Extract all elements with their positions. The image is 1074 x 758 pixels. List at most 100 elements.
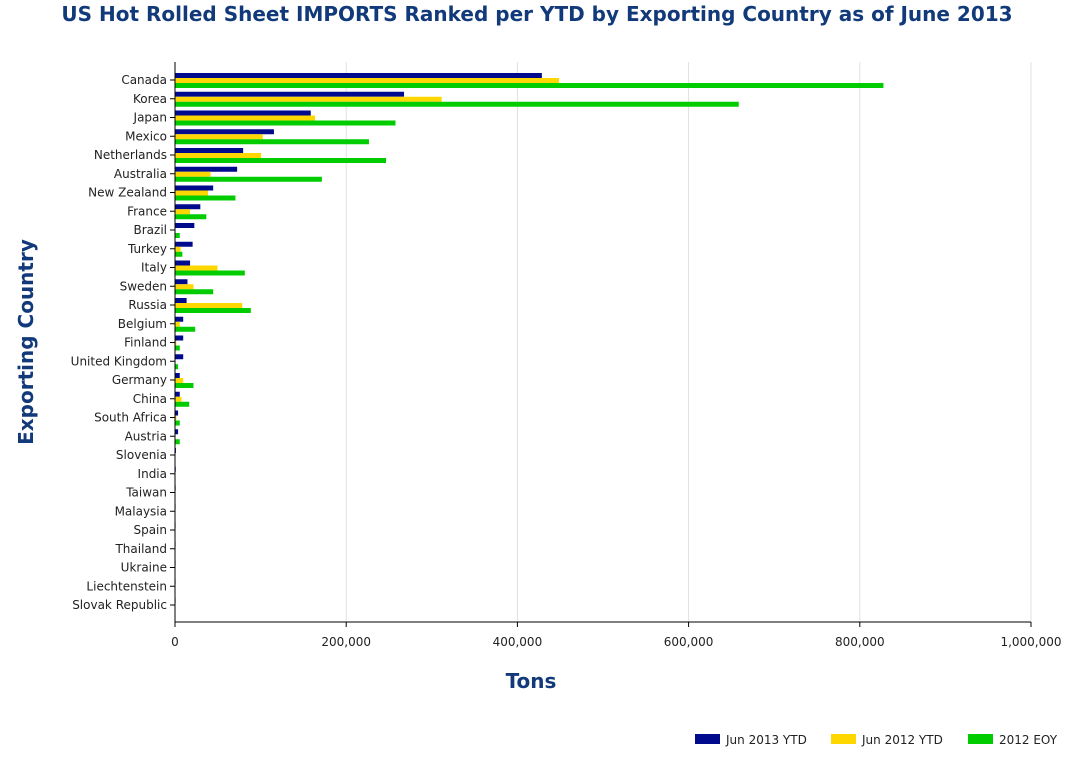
bar [175, 148, 244, 153]
bar [175, 284, 194, 290]
chart-title: US Hot Rolled Sheet IMPORTS Ranked per Y… [61, 2, 1013, 26]
bar [175, 223, 195, 228]
y-tick-label: Slovenia [116, 448, 167, 462]
bar [175, 214, 207, 220]
legend-swatch [968, 734, 993, 744]
y-tick-label: Netherlands [94, 148, 167, 162]
bar [175, 420, 180, 426]
bar [175, 153, 262, 158]
x-axis-title: Tons [506, 669, 557, 693]
y-tick-label: Italy [141, 261, 167, 275]
bar [175, 83, 884, 88]
y-tick-label: United Kingdom [71, 354, 167, 368]
bar [175, 190, 209, 196]
bar [175, 139, 369, 145]
y-axis-title: Exporting Country [14, 239, 38, 445]
bar [175, 270, 245, 276]
y-tick-label: New Zealand [88, 186, 167, 200]
y-tick-label: Ukraine [121, 561, 167, 575]
bar [175, 439, 180, 445]
legend-swatch [695, 734, 720, 744]
bar [175, 101, 739, 107]
bar [175, 383, 194, 388]
y-tick-label: Mexico [125, 129, 167, 143]
bar [175, 335, 184, 341]
bar [175, 401, 190, 407]
bar [175, 429, 179, 435]
bar [175, 391, 180, 397]
bar [175, 204, 201, 210]
y-tick-label: Slovak Republic [72, 598, 167, 612]
y-tick-label: Liechtenstein [86, 579, 167, 593]
y-tick-label: Finland [124, 336, 167, 350]
bar [175, 289, 214, 295]
bar [175, 251, 183, 257]
bar [175, 260, 191, 266]
y-tick-label: Germany [112, 373, 167, 387]
bar [175, 166, 238, 172]
y-tick-label: Taiwan [125, 486, 167, 500]
bar [175, 340, 177, 346]
bar [175, 120, 396, 126]
legend-label: Jun 2012 YTD [861, 733, 943, 747]
bar [175, 326, 196, 332]
y-tick-label: Japan [133, 111, 167, 125]
y-tick-label: Korea [133, 92, 167, 106]
bar [175, 233, 180, 238]
y-tick-label: Thailand [114, 542, 167, 556]
bar [175, 176, 322, 182]
x-tick-label: 400,000 [493, 635, 543, 649]
bar [175, 298, 187, 303]
y-tick-label: South Africa [94, 411, 167, 425]
bar [175, 115, 316, 121]
bar [175, 134, 263, 140]
bar [175, 303, 243, 308]
bar [175, 158, 387, 163]
bar [175, 185, 214, 191]
bar [175, 110, 311, 116]
bar [175, 209, 191, 215]
bar [175, 78, 559, 83]
y-tick-label: Austria [125, 429, 167, 443]
bar [175, 410, 179, 416]
y-tick-label: Canada [121, 73, 167, 87]
bar [175, 396, 182, 402]
bar [175, 345, 180, 351]
y-tick-label: Australia [114, 167, 167, 181]
bar [175, 265, 218, 271]
bar [175, 73, 542, 78]
bar [175, 354, 184, 360]
x-tick-label: 800,000 [835, 635, 885, 649]
y-tick-label: Spain [133, 523, 167, 537]
bar [175, 195, 236, 201]
bar [175, 171, 211, 177]
y-tick-label: Malaysia [115, 504, 167, 518]
x-tick-label: 0 [171, 635, 179, 649]
bar [175, 316, 184, 322]
bar [175, 415, 177, 421]
y-tick-label: Turkey [127, 242, 167, 256]
bar [175, 241, 193, 247]
y-tick-label: Belgium [118, 317, 167, 331]
bar [175, 246, 181, 252]
bar [175, 308, 251, 313]
bar [175, 91, 405, 97]
y-tick-label: India [138, 467, 167, 481]
x-tick-label: 200,000 [321, 635, 371, 649]
bar [175, 321, 180, 327]
bar [175, 373, 180, 378]
legend-label: Jun 2013 YTD [725, 733, 807, 747]
bar [175, 378, 184, 383]
y-tick-label: China [133, 392, 167, 406]
bar [175, 129, 274, 135]
legend-swatch [831, 734, 856, 744]
bar [175, 96, 442, 102]
x-tick-label: 600,000 [664, 635, 714, 649]
y-tick-label: Sweden [120, 279, 167, 293]
x-tick-label: 1,000,000 [1000, 635, 1061, 649]
y-tick-label: Brazil [134, 223, 168, 237]
legend-label: 2012 EOY [999, 733, 1058, 747]
bar [175, 279, 188, 285]
y-tick-label: France [127, 204, 167, 218]
